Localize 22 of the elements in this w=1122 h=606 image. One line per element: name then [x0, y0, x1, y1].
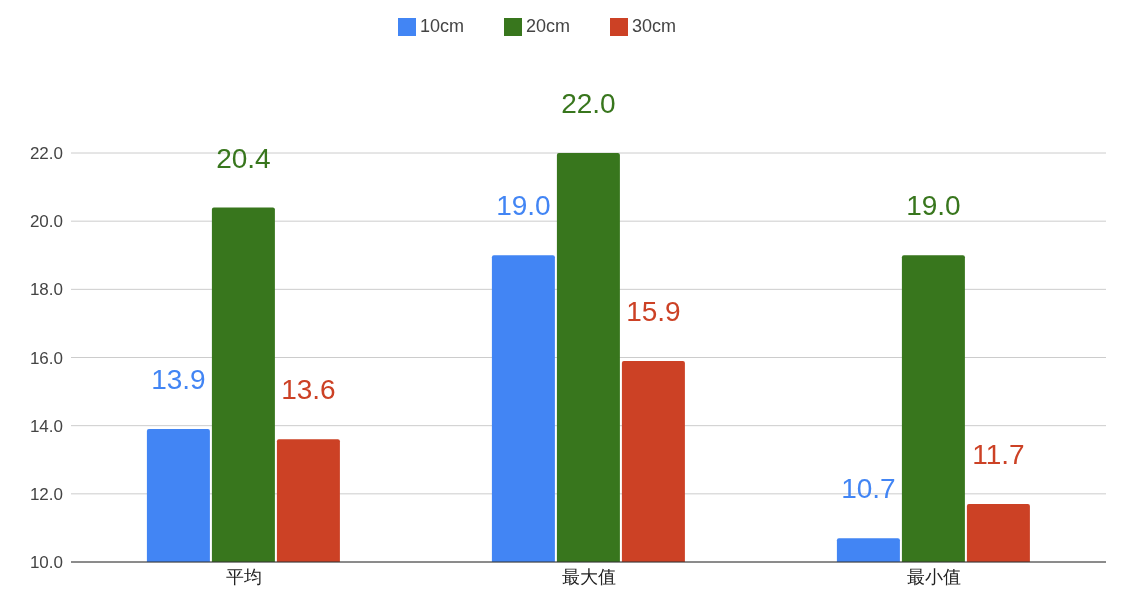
data-label: 19.0 — [496, 190, 551, 222]
y-tick-label: 10.0 — [29, 553, 63, 573]
y-tick-label: 22.0 — [29, 144, 63, 164]
data-label: 13.9 — [151, 364, 206, 396]
x-tick-label: 最小值 — [906, 566, 961, 587]
data-label: 22.0 — [561, 88, 616, 119]
x-tick-label: 最大值 — [561, 566, 616, 587]
y-tick-label: 16.0 — [29, 348, 63, 368]
y-tick-label: 12.0 — [29, 484, 63, 504]
x-tick-label: 平均 — [225, 566, 262, 587]
data-label: 13.6 — [281, 374, 336, 406]
data-label: 10.7 — [841, 473, 896, 505]
data-label: 15.9 — [626, 295, 681, 327]
y-tick-label: 14.0 — [29, 416, 63, 436]
y-tick-label: 18.0 — [29, 280, 63, 300]
data-label: 20.4 — [216, 142, 271, 174]
data-label: 19.0 — [906, 190, 961, 222]
legend-label: 30cm — [632, 16, 677, 36]
legend-label: 20cm — [525, 16, 570, 36]
legend-label: 10cm — [419, 16, 464, 36]
data-label: 11.7 — [972, 439, 1025, 471]
y-tick-label: 20.0 — [29, 212, 63, 232]
